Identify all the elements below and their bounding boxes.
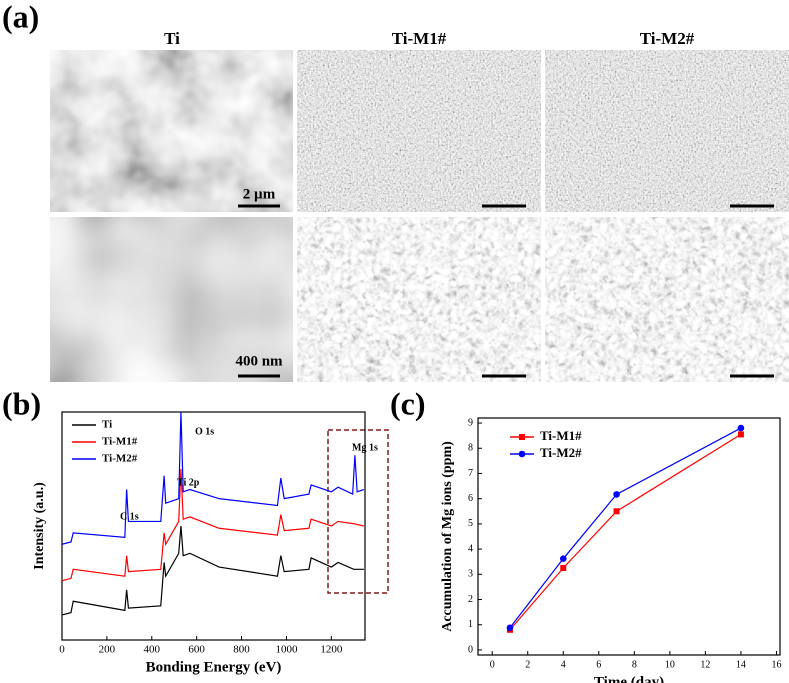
marker: [613, 491, 620, 498]
annotation: Ti 2p: [177, 477, 200, 488]
x-axis-label: Bonding Energy (eV): [146, 659, 282, 675]
marker: [613, 508, 620, 515]
x-tick-label: 800: [233, 644, 250, 656]
sem-image: [297, 217, 541, 382]
legend-marker: [519, 434, 525, 440]
plot-frame: [61, 411, 366, 641]
y-tick-label: 2: [468, 594, 473, 605]
sem-image: [50, 217, 293, 382]
marker: [737, 424, 745, 432]
x-tick-label: 1000: [275, 644, 298, 656]
y-tick-label: 0: [468, 644, 473, 655]
x-tick-label: 8: [632, 659, 637, 670]
sem-image: [297, 50, 541, 212]
y-tick-label: 3: [468, 569, 473, 580]
legend-label: Ti-M1#: [102, 436, 138, 448]
scale-bars: [238, 204, 774, 378]
marker: [560, 565, 567, 572]
x-tick-label: 2: [525, 659, 530, 670]
panel-label: (b): [2, 385, 41, 421]
panel-label: (a): [2, 0, 39, 34]
x-tick-label: 16: [771, 659, 781, 670]
x-tick-label: 4: [561, 659, 566, 670]
series-line: [509, 433, 742, 631]
y-tick-label: 1: [468, 619, 473, 630]
marker: [506, 624, 514, 632]
legend-label: Ti-M2#: [540, 445, 582, 460]
column-title: Ti-M1#: [392, 29, 447, 48]
x-axis-label: Time (day): [594, 674, 664, 683]
legend-marker: [518, 450, 526, 458]
annotation: C 1s: [120, 511, 139, 522]
x-tick-label: 1200: [320, 644, 343, 656]
y-tick-label: 8: [468, 443, 473, 454]
marker: [737, 431, 744, 438]
scale-label: 400 nm: [235, 353, 283, 369]
column-title: Ti: [164, 29, 180, 48]
y-tick-label: 7: [468, 468, 473, 479]
column-title: Ti-M2#: [640, 29, 695, 48]
x-tick-label: 6: [596, 659, 601, 670]
x-tick-label: 600: [188, 644, 205, 656]
y-axis-label: Accumulation of Mg ions (ppm): [440, 441, 455, 632]
y-tick-label: 9: [468, 417, 473, 428]
series-line: [61, 525, 364, 616]
series-line: [61, 411, 365, 545]
legend-label: Ti-M1#: [540, 428, 582, 443]
plot-frame: [477, 417, 781, 656]
sem-image: [545, 217, 789, 382]
scale-label: 2 µm: [243, 186, 276, 202]
legend-label: Ti: [102, 419, 112, 431]
marker: [559, 555, 567, 562]
y-tick-label: 6: [468, 493, 473, 504]
sem-image: [545, 50, 789, 212]
x-tick-label: 200: [99, 644, 116, 656]
x-tick-label: 10: [665, 659, 675, 670]
x-tick-label: 14: [736, 659, 746, 670]
sem-images: 2 µm 400 nm: [50, 50, 789, 382]
x-tick-label: 0: [490, 659, 495, 670]
x-tick-label: 0: [59, 644, 65, 656]
y-axis-label: Intensity (a.u.): [32, 482, 47, 570]
highlight-box: [327, 429, 389, 594]
x-tick-label: 12: [700, 659, 710, 670]
y-tick-label: 4: [468, 543, 473, 554]
annotation: O 1s: [195, 426, 214, 437]
y-tick-label: 5: [468, 518, 473, 529]
x-tick-label: 400: [144, 644, 161, 656]
sem-image: [50, 50, 293, 212]
panel-label: (c): [390, 385, 426, 421]
series-line: [61, 468, 365, 582]
legend-label: Ti-M2#: [102, 453, 138, 465]
series-line: [509, 427, 742, 629]
annotation: Mg 1s: [352, 442, 378, 453]
